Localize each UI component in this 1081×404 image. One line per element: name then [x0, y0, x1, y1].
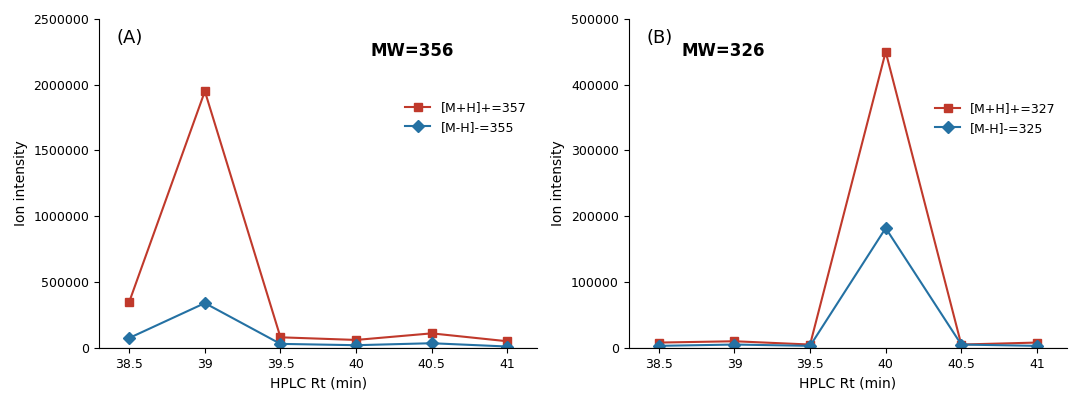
[M+H]+=357: [199, 89, 212, 94]
[M+H]+=327: [955, 342, 967, 347]
[M+H]+=357: [501, 339, 513, 344]
[M-H]-=355: [349, 343, 362, 347]
Text: (B): (B): [646, 29, 672, 47]
Line: [M+H]+=327: [M+H]+=327: [655, 48, 1041, 349]
Text: MW=356: MW=356: [371, 42, 454, 60]
Legend: [M+H]+=357, [M-H]-=355: [M+H]+=357, [M-H]-=355: [400, 97, 531, 139]
Line: [M+H]+=357: [M+H]+=357: [125, 87, 511, 345]
[M-H]-=355: [501, 344, 513, 349]
[M+H]+=357: [349, 337, 362, 342]
[M+H]+=327: [653, 340, 666, 345]
[M-H]-=325: [728, 342, 740, 347]
[M-H]-=355: [425, 341, 438, 346]
[M-H]-=355: [199, 301, 212, 305]
X-axis label: HPLC Rt (min): HPLC Rt (min): [799, 376, 896, 390]
[M-H]-=355: [273, 341, 286, 346]
Text: (A): (A): [117, 29, 143, 47]
[M+H]+=327: [879, 49, 892, 54]
Legend: [M+H]+=327, [M-H]-=325: [M+H]+=327, [M-H]-=325: [931, 97, 1060, 140]
[M-H]-=325: [1030, 343, 1043, 348]
Line: [M-H]-=355: [M-H]-=355: [125, 299, 511, 351]
[M+H]+=357: [425, 331, 438, 336]
[M+H]+=327: [728, 339, 740, 344]
[M+H]+=327: [1030, 340, 1043, 345]
[M+H]+=357: [273, 335, 286, 340]
[M-H]-=325: [955, 342, 967, 347]
Line: [M-H]-=325: [M-H]-=325: [655, 224, 1041, 350]
Text: MW=326: MW=326: [681, 42, 764, 60]
X-axis label: HPLC Rt (min): HPLC Rt (min): [269, 376, 366, 390]
[M-H]-=325: [653, 343, 666, 348]
[M-H]-=355: [123, 336, 136, 341]
[M-H]-=325: [803, 343, 816, 348]
Y-axis label: Ion intensity: Ion intensity: [551, 141, 565, 226]
[M-H]-=325: [879, 226, 892, 231]
Y-axis label: Ion intensity: Ion intensity: [14, 141, 28, 226]
[M+H]+=357: [123, 299, 136, 304]
[M+H]+=327: [803, 342, 816, 347]
